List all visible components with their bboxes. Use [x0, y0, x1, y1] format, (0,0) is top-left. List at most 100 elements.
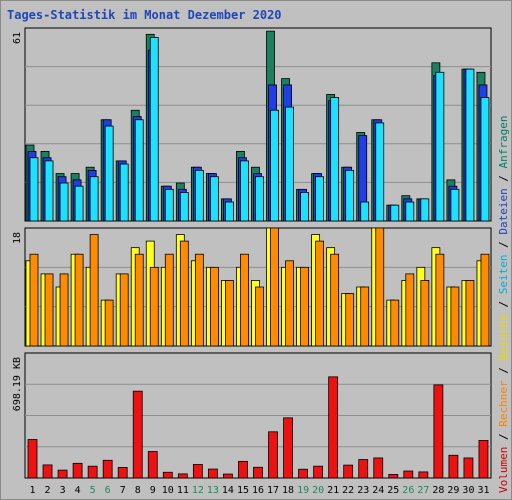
- seiten-bar-day-7: [119, 163, 129, 222]
- rechner-bar-day-2: [44, 273, 54, 347]
- volumen-bar-day-14: [223, 473, 233, 479]
- rechner-bar-day-17: [270, 227, 279, 347]
- volumen-bar-day-23: [358, 459, 369, 479]
- volumen-bar-day-13: [207, 468, 218, 479]
- x-tick-day-21: 21: [327, 485, 339, 496]
- rechner-bar-day-25: [390, 299, 400, 347]
- volumen-bar-day-6: [102, 459, 113, 479]
- rechner-bar-day-4: [74, 253, 84, 347]
- volumen-bar-day-20: [313, 465, 324, 479]
- rechner-bar-day-7: [119, 273, 129, 347]
- legend-separator: /: [497, 361, 510, 381]
- rechner-bar-day-12: [194, 253, 204, 347]
- seiten-bar-day-15: [240, 160, 249, 222]
- y-max-label-bottom: 698.19 KB: [12, 357, 23, 411]
- legend-separator: /: [497, 168, 510, 188]
- volumen-bar-day-28: [433, 384, 444, 479]
- seiten-bar-day-12: [194, 169, 204, 222]
- rechner-bar-day-28: [435, 253, 445, 347]
- rechner-bar-day-19: [300, 266, 309, 347]
- volumen-bar-day-18: [283, 417, 293, 479]
- seiten-bar-day-25: [390, 204, 400, 222]
- rechner-bar-day-5: [89, 234, 99, 347]
- y-max-label-top: 61: [12, 32, 23, 44]
- legend-item-volumen: Volumen: [497, 447, 510, 493]
- rechner-bar-day-10: [164, 253, 174, 347]
- seiten-bar-day-10: [164, 188, 174, 222]
- seiten-bar-day-8: [134, 119, 144, 222]
- seiten-bar-day-30: [465, 68, 475, 222]
- volumen-bar-day-16: [253, 466, 263, 479]
- x-tick-day-19: 19: [297, 485, 309, 496]
- seiten-bar-day-2: [44, 160, 54, 222]
- seiten-bar-day-28: [435, 71, 445, 222]
- x-tick-day-1: 1: [30, 485, 36, 496]
- x-tick-day-6: 6: [105, 485, 111, 496]
- x-tick-day-29: 29: [447, 485, 459, 496]
- legend-separator: /: [497, 235, 510, 255]
- x-tick-day-3: 3: [60, 485, 66, 496]
- legend-item-rechner: Rechner: [497, 380, 510, 427]
- rechner-bar-day-13: [209, 266, 219, 347]
- seiten-bar-day-9: [149, 37, 159, 222]
- rechner-bar-day-30: [465, 280, 475, 347]
- x-tick-day-18: 18: [282, 485, 294, 496]
- x-tick-day-24: 24: [372, 485, 384, 496]
- x-tick-day-7: 7: [120, 485, 126, 496]
- legend-item-seiten: Seiten: [497, 255, 510, 295]
- seiten-bar-day-16: [255, 176, 264, 222]
- rechner-bar-day-6: [104, 299, 114, 347]
- x-tick-day-4: 4: [75, 485, 81, 496]
- volumen-bar-day-3: [57, 469, 68, 479]
- rechner-bar-day-16: [255, 286, 264, 347]
- volumen-bar-day-30: [463, 457, 474, 479]
- volumen-bar-day-9: [147, 451, 158, 479]
- seiten-bar-day-29: [450, 188, 460, 222]
- x-tick-day-14: 14: [222, 485, 234, 496]
- rechner-bar-day-22: [345, 293, 355, 347]
- seiten-bar-day-3: [59, 182, 69, 222]
- x-tick-day-30: 30: [462, 485, 474, 496]
- rechner-bar-day-8: [134, 253, 144, 347]
- seiten-bar-day-5: [89, 176, 99, 222]
- seiten-bar-day-24: [375, 122, 385, 222]
- x-tick-day-22: 22: [342, 485, 354, 496]
- x-tick-day-27: 27: [417, 485, 429, 496]
- seiten-bar-day-13: [209, 176, 219, 222]
- volumen-bar-day-31: [478, 440, 489, 479]
- x-tick-day-28: 28: [432, 485, 444, 496]
- volumen-bar-day-12: [192, 463, 203, 479]
- legend-item-besuche: Besuche: [497, 314, 510, 360]
- volumen-bar-day-22: [343, 464, 354, 479]
- x-tick-day-25: 25: [387, 485, 399, 496]
- seiten-bar-day-1: [29, 157, 39, 222]
- rechner-bar-day-18: [285, 260, 294, 347]
- volumen-bar-day-2: [42, 464, 53, 479]
- seiten-bar-day-18: [285, 106, 294, 222]
- x-tick-day-23: 23: [357, 485, 369, 496]
- rechner-bar-day-11: [179, 240, 189, 347]
- volumen-bar-day-1: [27, 439, 38, 479]
- seiten-bar-day-27: [420, 198, 430, 222]
- volumen-bar-day-10: [162, 471, 173, 479]
- seiten-bar-day-21: [330, 97, 340, 222]
- volumen-bar-day-25: [388, 474, 399, 479]
- seiten-bar-day-31: [480, 97, 490, 222]
- volumen-bar-day-15: [238, 460, 248, 479]
- legend-separator: /: [497, 294, 510, 314]
- rechner-bar-day-21: [330, 253, 340, 347]
- volumen-bar-day-27: [418, 471, 429, 479]
- volumen-bar-day-24: [373, 457, 384, 479]
- rechner-bar-day-26: [405, 273, 415, 347]
- y-max-label-middle: 18: [12, 232, 23, 244]
- chart-title: Tages-Statistik im Monat Dezember 2020: [7, 8, 282, 22]
- volumen-bar-day-19: [298, 468, 308, 479]
- rechner-bar-day-24: [375, 227, 385, 347]
- rechner-bar-day-14: [225, 280, 234, 347]
- legend-item-anfragen: Anfragen: [497, 115, 510, 168]
- x-tick-day-5: 5: [90, 485, 96, 496]
- x-tick-day-8: 8: [135, 485, 141, 496]
- seiten-bar-day-20: [315, 176, 325, 222]
